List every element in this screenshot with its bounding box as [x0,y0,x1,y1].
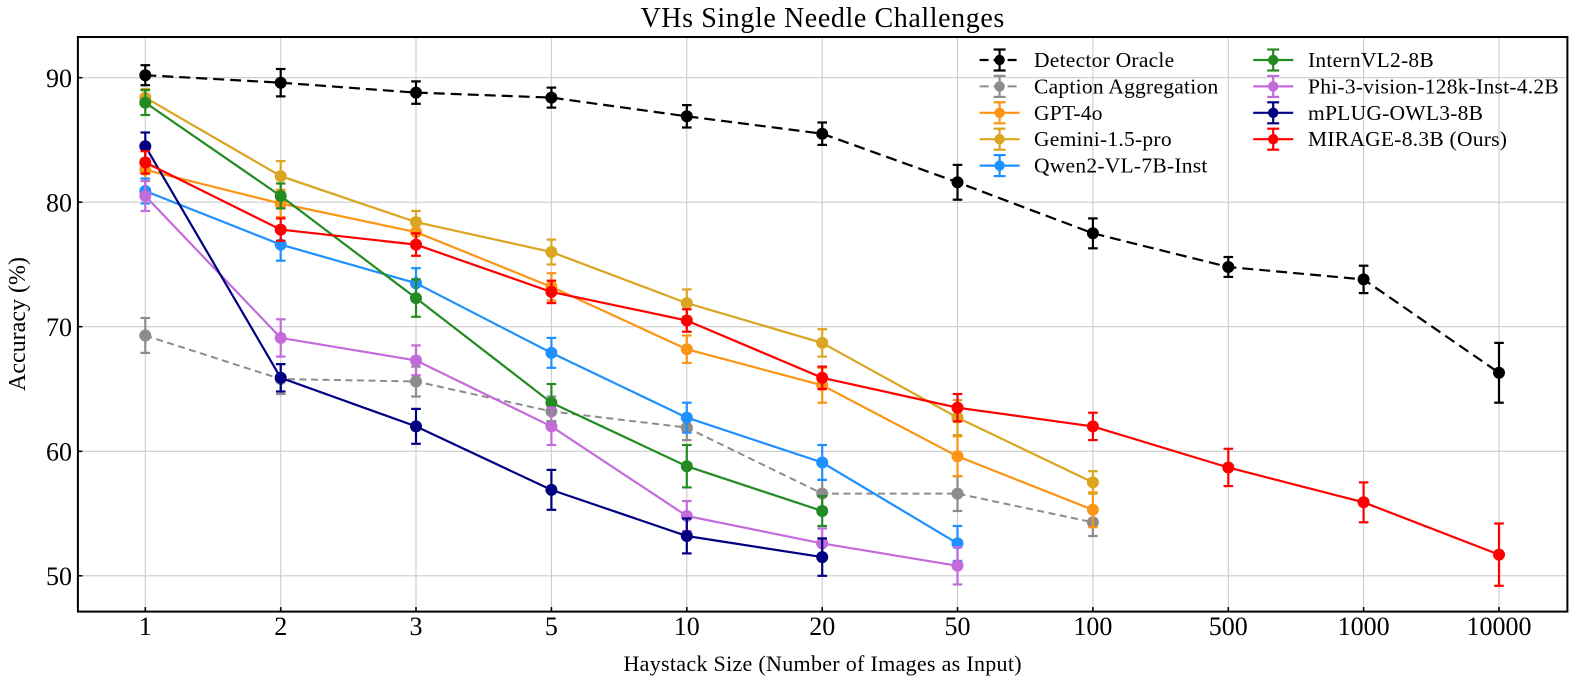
svg-text:mPLUG-OWL3-8B: mPLUG-OWL3-8B [1308,101,1483,125]
svg-text:70: 70 [46,313,72,342]
svg-text:InternVL2-8B: InternVL2-8B [1308,48,1434,72]
svg-text:50: 50 [945,612,971,641]
svg-text:1000: 1000 [1338,612,1390,641]
svg-text:80: 80 [46,189,72,218]
svg-text:100: 100 [1073,612,1112,641]
svg-text:3: 3 [410,612,423,641]
svg-text:Haystack Size (Number of Image: Haystack Size (Number of Images as Input… [623,651,1021,676]
svg-text:20: 20 [809,612,835,641]
svg-text:10: 10 [674,612,700,641]
svg-text:10000: 10000 [1467,612,1532,641]
svg-text:VHs Single Needle Challenges: VHs Single Needle Challenges [640,3,1004,34]
svg-text:MIRAGE-8.3B (Ours): MIRAGE-8.3B (Ours) [1308,127,1507,151]
svg-text:500: 500 [1209,612,1248,641]
svg-text:5: 5 [545,612,558,641]
svg-text:90: 90 [46,64,72,93]
svg-text:Caption Aggregation: Caption Aggregation [1034,74,1219,98]
svg-text:1: 1 [139,612,152,641]
svg-text:Qwen2-VL-7B-Inst: Qwen2-VL-7B-Inst [1034,154,1208,178]
svg-text:Phi-3-vision-128k-Inst-4.2B: Phi-3-vision-128k-Inst-4.2B [1308,74,1559,98]
svg-text:Accuracy (%): Accuracy (%) [5,257,31,391]
svg-text:Gemini-1.5-pro: Gemini-1.5-pro [1034,127,1172,151]
svg-text:60: 60 [46,438,72,467]
svg-text:50: 50 [46,562,72,591]
svg-text:2: 2 [274,612,287,641]
svg-text:Detector Oracle: Detector Oracle [1034,48,1174,72]
svg-text:GPT-4o: GPT-4o [1034,101,1103,125]
